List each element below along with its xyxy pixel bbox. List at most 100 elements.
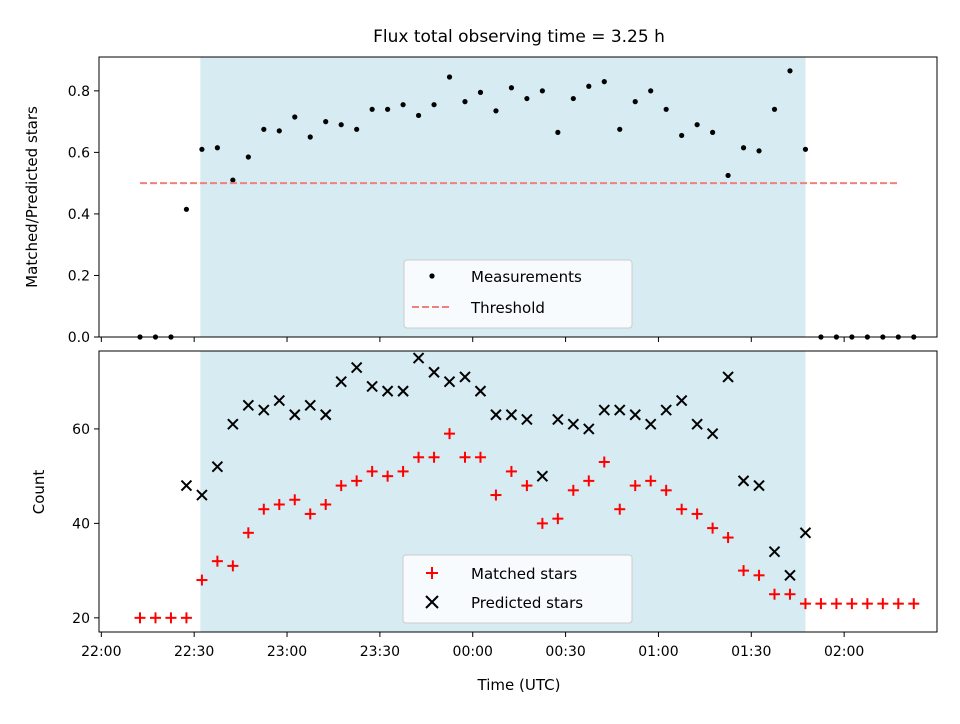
predicted-point: [366, 380, 378, 393]
matched-point: [196, 574, 208, 586]
measurement-point: [400, 102, 406, 108]
x-tick-label: 22:00: [81, 644, 121, 660]
predicted-point: [536, 470, 549, 482]
matched-point: [799, 598, 811, 610]
measurement-point: [648, 88, 654, 94]
y-tick-label: 20: [72, 611, 90, 627]
legend-predicted-label: Predicted stars: [471, 594, 583, 612]
measurement-point: [771, 106, 778, 112]
measurement-point: [756, 148, 762, 154]
predicted-point: [428, 366, 440, 378]
predicted-point: [505, 409, 518, 421]
top-legend-box: [403, 259, 633, 329]
measurement-point: [292, 114, 298, 120]
measurement-point: [663, 106, 669, 112]
matched-point: [861, 598, 873, 610]
matched-point: [273, 498, 285, 510]
x-tick-label: 01:00: [638, 644, 678, 660]
measurement-point: [539, 88, 545, 94]
bottom-plot-frame: [98, 350, 938, 633]
measurement-point: [369, 106, 375, 112]
matched-point: [413, 451, 425, 463]
matched-point: [521, 480, 533, 492]
predicted-point: [675, 394, 688, 407]
measurement-point: [276, 128, 282, 134]
predicted-point: [289, 409, 301, 421]
predicted-point: [753, 479, 765, 492]
matched-point: [474, 451, 486, 463]
measurement-point: [617, 126, 623, 132]
chart-title: Flux total observing time = 3.25 h: [373, 27, 665, 47]
x-tick-label: 23:00: [267, 644, 307, 660]
y-tick-label: 0.4: [68, 207, 90, 223]
matched-point: [892, 598, 904, 610]
matched-point: [908, 598, 920, 610]
top-y-axis-label: Matched/Predicted stars: [23, 106, 41, 288]
matched-point: [877, 598, 889, 610]
measurement-point: [679, 132, 685, 139]
predicted-point: [412, 352, 425, 364]
matched-point: [459, 451, 471, 463]
matched-point: [180, 612, 192, 624]
measurement-point: [183, 206, 190, 212]
measurement-point: [385, 106, 391, 112]
legend-matched-label: Matched stars: [471, 565, 577, 583]
predicted-point: [381, 385, 394, 397]
measurement-point: [462, 99, 468, 105]
top-legend: Measurements Threshold: [403, 259, 633, 329]
matched-point: [598, 456, 610, 468]
matched-point: [567, 484, 579, 496]
predicted-point: [567, 418, 580, 430]
predicted-point: [304, 399, 316, 412]
measurement-point: [446, 74, 453, 80]
matched-point: [645, 475, 657, 487]
bottom-y-axis-label: Count: [30, 470, 48, 515]
matched-point: [505, 465, 517, 477]
matched-point: [428, 451, 440, 463]
x-tick-label: 02:00: [824, 644, 864, 660]
predicted-point: [583, 423, 595, 435]
measurement-point: [338, 122, 344, 128]
matched-point: [583, 475, 595, 487]
predicted-point: [397, 385, 409, 397]
matched-point: [165, 612, 177, 624]
predicted-point: [521, 413, 533, 426]
measurement-point: [261, 126, 267, 132]
measurement-point: [802, 146, 809, 152]
measurement-point: [230, 177, 236, 183]
measurement-point: [307, 134, 313, 140]
matched-point: [397, 465, 409, 477]
matched-point: [691, 508, 703, 520]
matched-point: [722, 532, 734, 544]
matched-point: [830, 598, 842, 610]
matched-point: [769, 588, 781, 600]
y-tick-label: 60: [72, 422, 90, 438]
measurement-point: [214, 145, 220, 151]
predicted-point: [211, 460, 224, 473]
bottom-legend-box: [402, 554, 633, 624]
matched-point: [753, 569, 765, 581]
x-tick-label: 00:00: [453, 644, 493, 660]
y-tick-label: 0.8: [68, 84, 90, 100]
bottom-legend: Matched stars Predicted stars: [402, 554, 633, 624]
top-plot-frame: [98, 56, 938, 338]
predicted-point: [474, 385, 487, 397]
measurement-point: [555, 129, 561, 135]
measurement-point: [508, 85, 515, 91]
measurement-point: [740, 145, 747, 151]
predicted-point: [258, 404, 270, 416]
top-panel: 0.00.20.40.60.8 Matched/Predicted stars …: [23, 56, 938, 346]
y-tick-label: 0.0: [68, 330, 90, 346]
predicted-point: [180, 479, 193, 492]
x-tick-label: 01:30: [731, 644, 771, 660]
predicted-point: [629, 409, 641, 421]
matched-point: [382, 470, 394, 482]
matched-point: [738, 565, 750, 577]
matched-point: [366, 465, 378, 477]
measurement-point: [493, 108, 499, 114]
measurement-point: [323, 119, 329, 125]
predicted-point: [335, 375, 347, 388]
bottom-panel: 20 40 60 22:00 22:30 23:00 23:30 00:00 00:30 01:…: [30, 350, 938, 694]
measurement-point: [415, 112, 422, 119]
